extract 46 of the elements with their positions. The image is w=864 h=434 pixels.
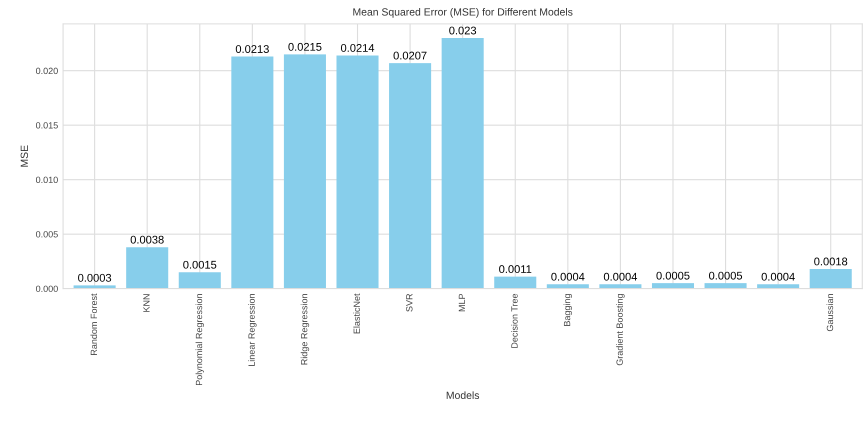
y-tick-label: 0.005 [36, 231, 58, 238]
x-tick-label: ElasticNet [353, 294, 360, 334]
data-label: 0.0213 [236, 45, 269, 53]
data-label: 0.0207 [394, 52, 427, 60]
bar [810, 269, 852, 289]
y-tick-label: 0.010 [36, 176, 58, 184]
data-label: 0.0018 [814, 258, 848, 266]
y-tick-label: 0.015 [36, 122, 58, 129]
bar [704, 283, 747, 289]
bar [442, 38, 484, 289]
x-tick-label: KNN [143, 294, 150, 312]
data-label: 0.0214 [340, 44, 374, 52]
data-label: 0.0004 [604, 272, 638, 281]
y-axis-title: MSE [20, 145, 28, 167]
bar [652, 283, 694, 289]
data-label: 0.0004 [551, 272, 584, 281]
x-tick-label: Bagging [564, 294, 572, 326]
x-tick-label: Decision Tree [511, 294, 518, 348]
x-tick-label: Polynomial Regression [196, 294, 204, 386]
x-tick-label: Gradient Boosting [616, 294, 625, 366]
bar [126, 247, 168, 289]
bar [231, 56, 274, 289]
bar [336, 55, 379, 289]
x-tick-label: SVR [406, 294, 413, 312]
bar [389, 63, 432, 289]
x-axis-title: Models [446, 391, 480, 399]
x-tick-label: Gaussian [826, 294, 834, 332]
y-tick-label: 0.000 [36, 286, 58, 292]
x-tick-label: Random Forest [90, 294, 98, 355]
data-label: 0.0005 [709, 272, 742, 280]
data-label: 0.0005 [656, 272, 690, 280]
x-tick-label: MLP [458, 294, 466, 312]
y-tick-label: 0.020 [36, 68, 58, 74]
bar [494, 276, 536, 289]
data-label: 0.0215 [288, 42, 322, 51]
data-label: 0.0004 [762, 272, 795, 281]
data-label: 0.0038 [130, 236, 164, 244]
chart-title: Mean Squared Error (MSE) for Different Models [353, 8, 572, 18]
bar [178, 272, 221, 289]
data-label: 0.023 [449, 26, 476, 34]
data-label: 0.0003 [78, 274, 112, 282]
bar [284, 54, 326, 289]
data-label: 0.0011 [499, 265, 532, 274]
x-tick-label: Linear Regression [248, 294, 257, 366]
x-tick-label: Ridge Regression [300, 294, 310, 364]
data-label: 0.0015 [183, 260, 216, 269]
